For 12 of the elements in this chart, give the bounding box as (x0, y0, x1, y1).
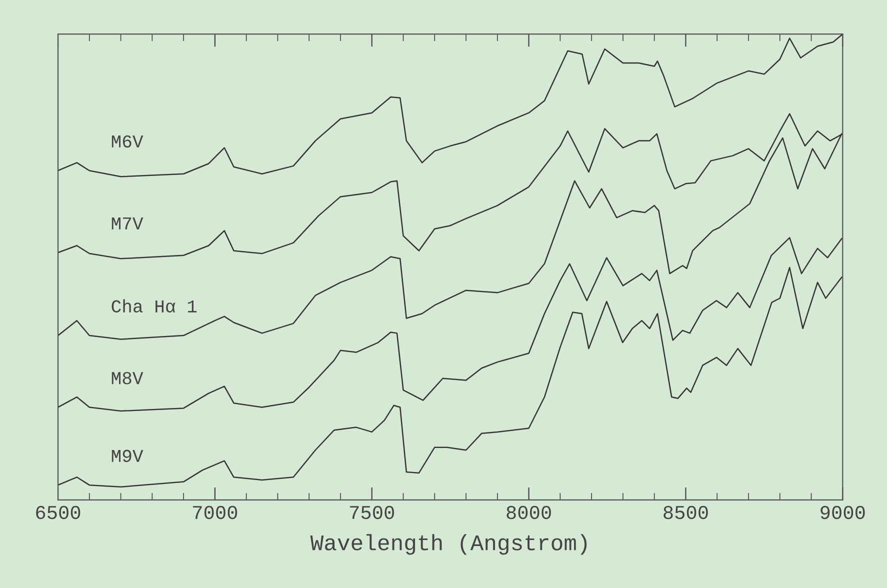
x-tick-label: 6500 (36, 506, 80, 520)
series-label: Cha Hα 1 (112, 299, 197, 313)
series-label: M9V (112, 450, 144, 462)
series-label: M6V (112, 135, 144, 148)
x-tick-label: 7000 (193, 506, 238, 520)
x-tick-label: 8000 (506, 506, 551, 520)
series-label: M7V (112, 218, 144, 230)
x-tick-label: 7500 (350, 506, 394, 520)
series-label: M8V (112, 372, 144, 384)
x-tick-label: 8500 (664, 506, 708, 520)
x-axis-title: Wavelength (Angstrom) (310, 534, 587, 555)
x-tick-label: 9000 (820, 506, 865, 520)
